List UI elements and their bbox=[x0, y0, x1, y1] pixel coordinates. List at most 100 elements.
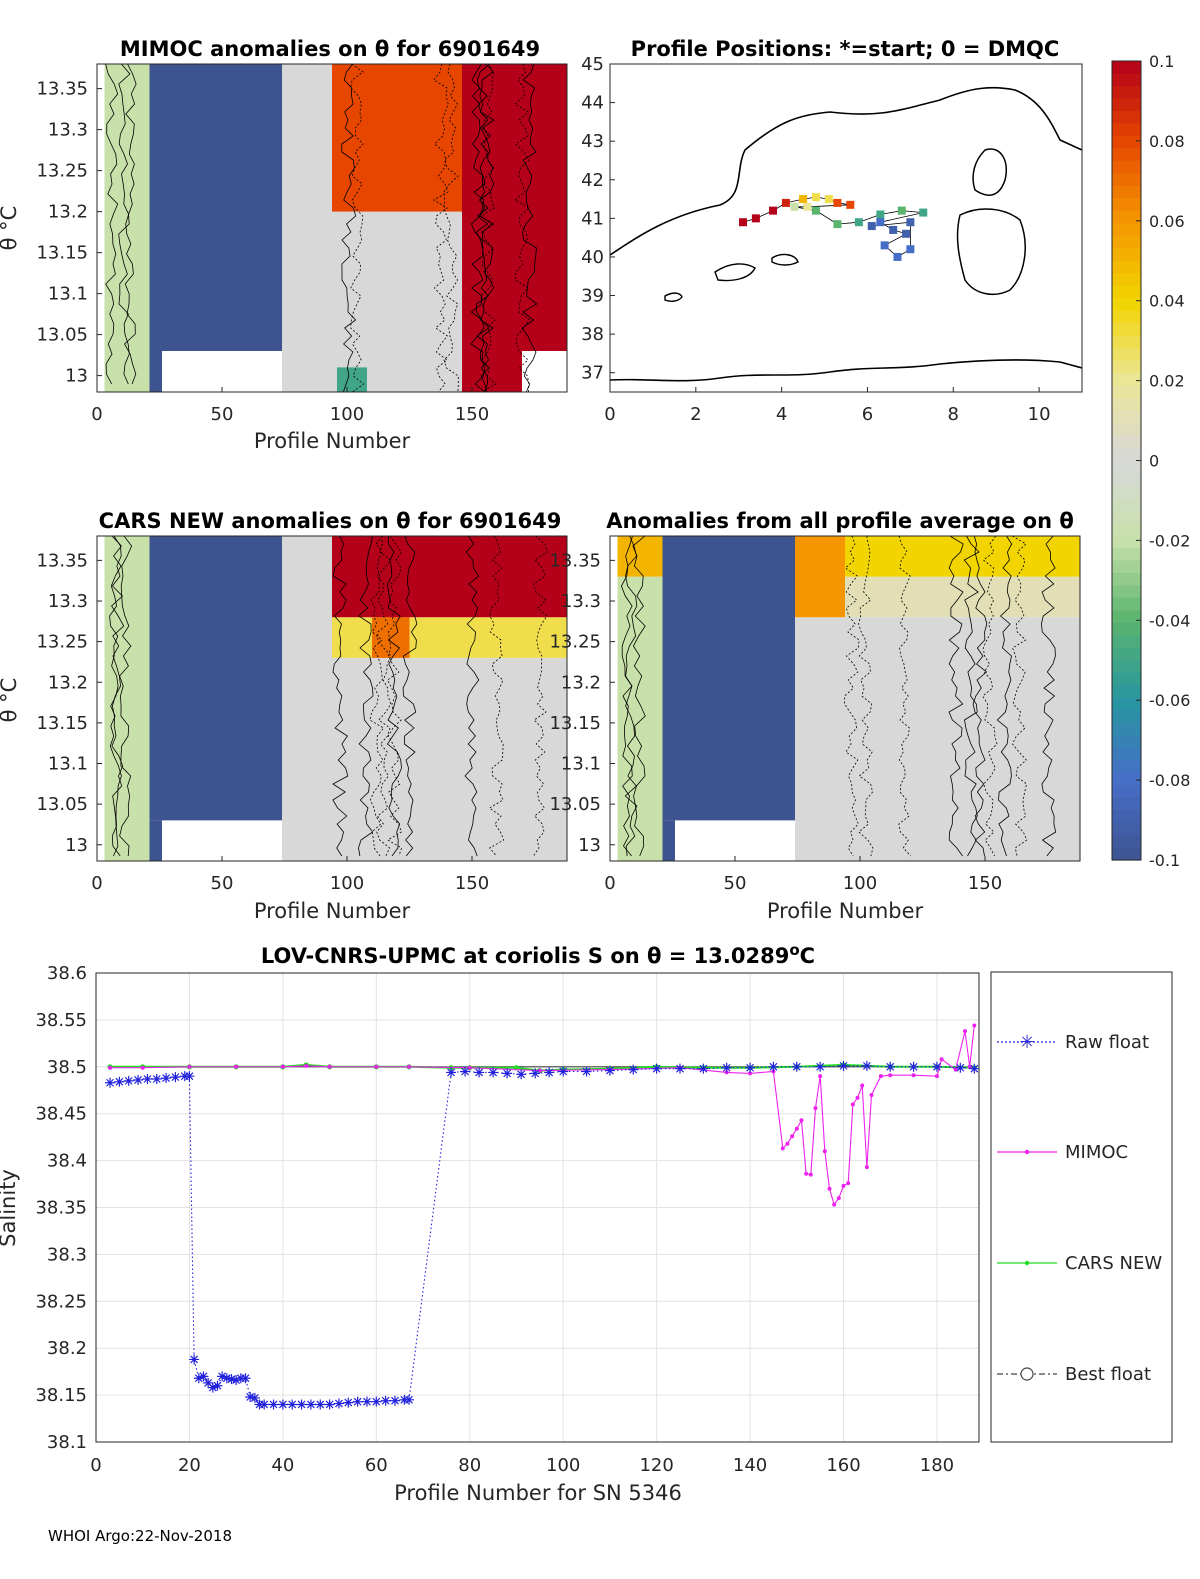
colorbar-cell bbox=[1112, 522, 1141, 537]
colorbar-cell bbox=[1112, 622, 1141, 636]
profile-line bbox=[350, 64, 365, 392]
data-point bbox=[581, 1066, 592, 1077]
y-tick-label: 38.45 bbox=[35, 1104, 87, 1125]
heatmap-cell bbox=[845, 576, 1080, 618]
colorbar-cell bbox=[1112, 73, 1141, 87]
data-point bbox=[908, 1061, 919, 1072]
colorbar-cell bbox=[1112, 148, 1141, 162]
data-point bbox=[911, 1073, 916, 1078]
coastline-north bbox=[610, 86, 1082, 256]
profile-line bbox=[376, 536, 392, 857]
colorbar-cell bbox=[1112, 61, 1141, 75]
y-tick-label: 13.35 bbox=[36, 550, 88, 571]
profile-position-marker bbox=[811, 193, 820, 202]
profile-position-marker bbox=[880, 241, 889, 250]
data-point bbox=[827, 1186, 832, 1191]
heatmap-cell bbox=[149, 351, 162, 392]
profile-position-marker bbox=[906, 218, 915, 227]
y-tick-label: 40 bbox=[581, 247, 604, 268]
data-point bbox=[315, 1399, 326, 1410]
x-tick-label: 40 bbox=[271, 1455, 294, 1476]
colorbar-cell bbox=[1112, 672, 1141, 686]
colorbar-ticks: 0.1 0.08 0.06 0.04 0.02 0 -0.02 -0.04 -0.06 -0.08… bbox=[1136, 52, 1190, 870]
x-tick-label: 0 bbox=[91, 873, 102, 894]
colorbar-cell bbox=[1112, 160, 1141, 174]
legend-mimoc-marker-icon bbox=[1024, 1149, 1030, 1155]
mimoc-x-axis-label: Profile Number bbox=[254, 429, 411, 453]
data-point bbox=[836, 1196, 841, 1201]
data-point bbox=[934, 1074, 939, 1079]
all-average-ticks: 0 50 100 150 13 13.05 13.1 13.15 13.2 13.25 13.3 13… bbox=[549, 550, 1002, 894]
data-point bbox=[698, 1063, 709, 1074]
data-point bbox=[221, 1373, 232, 1384]
mimoc-panel-title: MIMOC anomalies on θ for 6901649 bbox=[120, 37, 540, 61]
mimoc-profile-lines bbox=[105, 64, 538, 392]
heatmap-cell bbox=[332, 536, 567, 618]
mimoc-heatmap-cells bbox=[104, 64, 567, 392]
profile-position-marker bbox=[906, 245, 915, 254]
data-point bbox=[287, 1399, 298, 1410]
data-point bbox=[785, 1141, 790, 1146]
all-average-panel-title: Anomalies from all profile average on θ bbox=[606, 509, 1074, 533]
y-tick-label: 38.35 bbox=[35, 1198, 87, 1219]
profile-line bbox=[972, 536, 988, 857]
x-tick-label: 10 bbox=[1028, 404, 1051, 425]
data-point bbox=[193, 1373, 204, 1384]
colorbar-tick-label: -0.08 bbox=[1149, 771, 1190, 790]
colorbar-tick-label: 0.1 bbox=[1149, 52, 1174, 71]
colorbar-tick-label: -0.1 bbox=[1149, 851, 1180, 870]
profile-line bbox=[111, 536, 125, 857]
y-tick-label: 13.15 bbox=[36, 713, 88, 734]
x-tick-label: 150 bbox=[455, 873, 489, 894]
colorbar-cell bbox=[1112, 610, 1141, 624]
data-point bbox=[628, 1064, 639, 1075]
y-tick-label: 13.25 bbox=[549, 632, 601, 653]
profile-position-points bbox=[739, 193, 928, 261]
y-tick-label: 13.3 bbox=[48, 120, 88, 141]
colorbar-cell bbox=[1112, 810, 1141, 824]
profile-line bbox=[514, 64, 530, 392]
data-point bbox=[530, 1068, 541, 1079]
data-point bbox=[198, 1371, 209, 1382]
legend-raw-marker-icon: ✳ bbox=[1019, 1032, 1034, 1053]
data-point bbox=[170, 1072, 181, 1083]
x-tick-label: 60 bbox=[365, 1455, 388, 1476]
salinity-series bbox=[105, 1023, 980, 1410]
heatmap-cell bbox=[617, 536, 663, 577]
heatmap-cell bbox=[282, 64, 332, 392]
data-point bbox=[855, 1095, 860, 1100]
colorbar-cell bbox=[1112, 335, 1141, 349]
data-point bbox=[268, 1399, 279, 1410]
y-tick-label: 38.4 bbox=[47, 1151, 87, 1172]
colorbar-cell bbox=[1112, 510, 1141, 524]
data-point bbox=[371, 1396, 382, 1407]
colorbar-cell bbox=[1112, 285, 1141, 299]
profile-position-marker bbox=[902, 229, 911, 238]
colorbar-cell bbox=[1112, 410, 1141, 424]
data-point bbox=[537, 1068, 542, 1073]
profile-position-marker bbox=[751, 214, 760, 223]
colorbar-cell bbox=[1112, 185, 1141, 199]
anomaly-colorbar: 0.1 0.08 0.06 0.04 0.02 0 -0.02 -0.04 -0.06 -0.08… bbox=[1111, 52, 1190, 870]
legend-entry-cars-new: CARS NEW bbox=[997, 1253, 1162, 1274]
y-tick-label: 13.1 bbox=[561, 754, 601, 775]
legend-box bbox=[990, 971, 1173, 1443]
heatmap-cell bbox=[617, 576, 663, 861]
data-point bbox=[846, 1181, 851, 1186]
data-point bbox=[231, 1375, 242, 1386]
profile-position-marker bbox=[893, 252, 902, 261]
all-average-x-axis-label: Profile Number bbox=[767, 899, 924, 923]
data-point bbox=[745, 1062, 756, 1073]
colorbar-cell bbox=[1112, 398, 1141, 412]
colorbar-cell bbox=[1112, 760, 1141, 774]
profile-line bbox=[488, 536, 505, 857]
data-point bbox=[140, 1065, 145, 1070]
y-tick-label: 38.6 bbox=[47, 963, 87, 984]
colorbar-tick-label: 0 bbox=[1149, 452, 1159, 471]
y-tick-label: 13.1 bbox=[48, 754, 88, 775]
salinity-legend: ✳ Raw float MIMOC CARS NEW Best float bbox=[990, 971, 1173, 1443]
data-point bbox=[768, 1061, 779, 1072]
colorbar-cell bbox=[1112, 735, 1141, 749]
all-average-heatmap-cells bbox=[617, 536, 1080, 861]
profile-position-marker bbox=[739, 218, 748, 227]
